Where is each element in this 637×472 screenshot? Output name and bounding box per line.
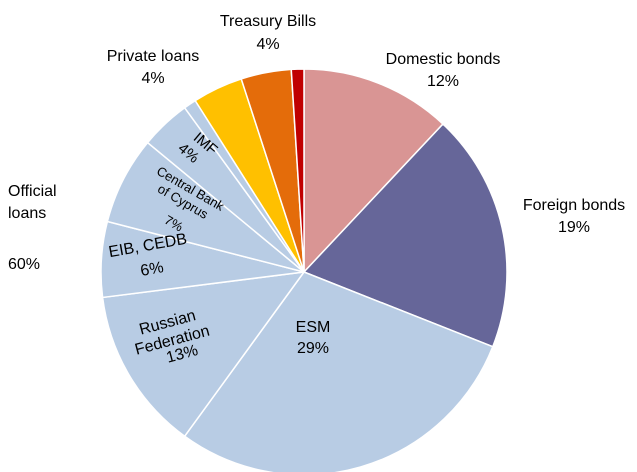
pie-slice — [303, 68, 445, 274]
value-label: 4% — [141, 70, 164, 87]
slice-label: Private loans — [107, 48, 200, 65]
slice-label: Domestic bonds — [386, 51, 501, 68]
value-label: 4% — [256, 36, 279, 53]
pie-slice — [302, 122, 508, 348]
annotation: Official loans — [8, 183, 57, 222]
pie-slice — [290, 68, 305, 273]
value-label: 29% — [297, 340, 329, 357]
slice-label: Foreign bonds — [523, 197, 625, 214]
pie-slice — [101, 271, 306, 438]
annotation: 60% — [8, 256, 40, 273]
value-label: 12% — [427, 73, 459, 90]
slice-label: ESM — [296, 319, 331, 336]
slice-label: Treasury Bills — [220, 13, 316, 30]
pie-slice — [183, 271, 494, 472]
value-label: 19% — [558, 219, 590, 236]
value-label: 6% — [139, 259, 165, 280]
